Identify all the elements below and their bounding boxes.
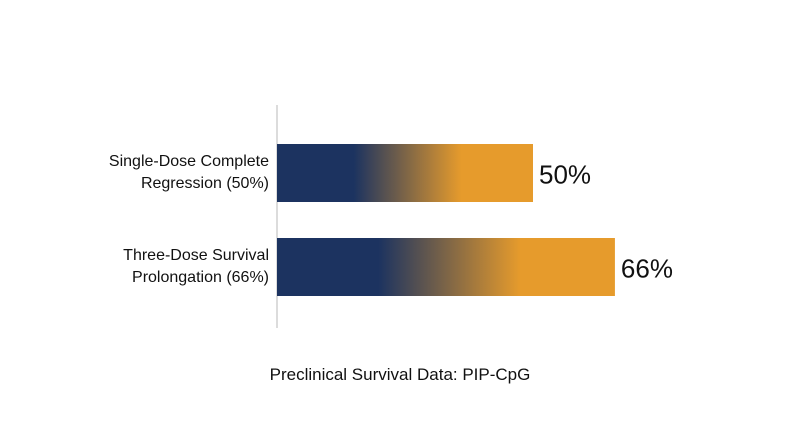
bar [277,144,533,202]
chart-title: Preclinical Survival Data: PIP-CpG [269,365,531,384]
category-label: Single-Dose Complete Regression (50%) [108,153,269,192]
value-label: 50% [539,159,592,190]
bar [277,238,615,296]
category-label: Three-Dose Survival Prolongation (66%) [123,247,269,286]
value-label: 66% [620,253,673,284]
